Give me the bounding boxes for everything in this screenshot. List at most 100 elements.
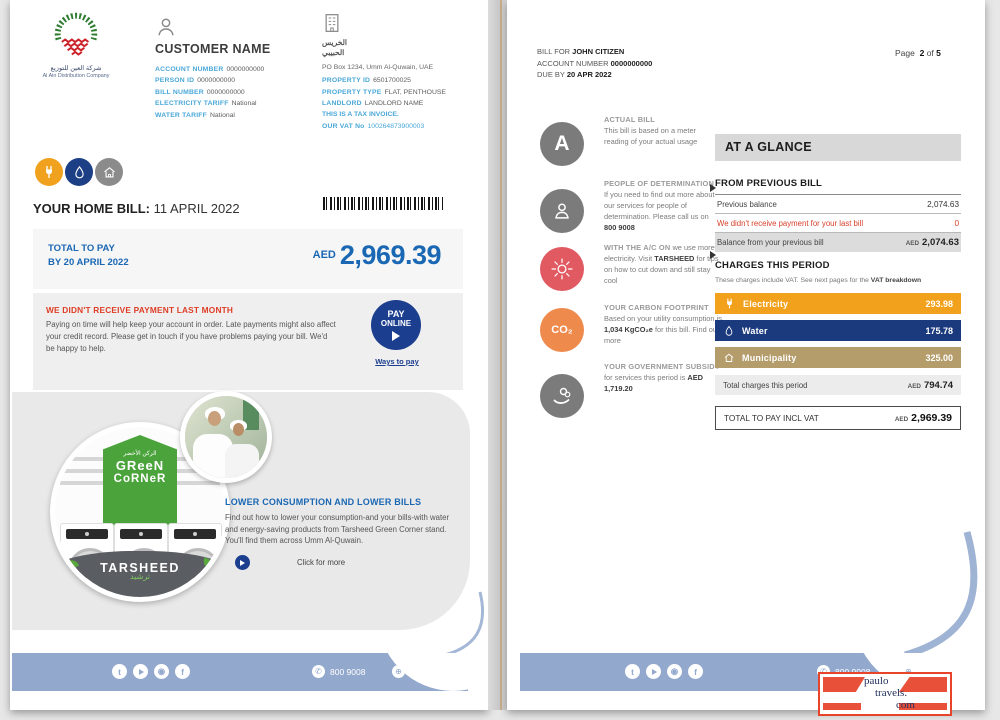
instagram-icon[interactable]: ◉ — [154, 664, 169, 679]
total-charges-row: Total charges this period AED 794.74 — [715, 375, 961, 395]
total-amount: AED 2,969.39 — [312, 240, 442, 270]
account-number: 0000000000 — [610, 58, 653, 68]
facebook-icon[interactable]: f — [175, 664, 190, 679]
pay-online-button[interactable]: PAY ONLINE — [371, 300, 421, 350]
youtube-icon[interactable] — [133, 664, 148, 679]
footer-band: t ◉ f ✆ 800 9008 ⊕ aadc.ae — [12, 653, 468, 691]
electricity-bar: Electricity 293.98 — [715, 293, 961, 314]
promo-title: LOWER CONSUMPTION AND LOWER BILLS — [225, 497, 422, 507]
from-previous-bill-heading: FROM PREVIOUS BILL — [715, 178, 961, 195]
property-field: PROPERTY TYPE FLAT, PENTHOUSE — [322, 88, 446, 96]
total-to-pay-label: TOTAL TO PAY BY 20 APRIL 2022 — [48, 243, 129, 269]
charges-this-period-heading: CHARGES THIS PERIOD — [715, 260, 830, 271]
decorative-swoosh — [904, 531, 978, 659]
play-button[interactable] — [235, 555, 250, 571]
payment-warning-section: WE DIDN'T RECEIVE PAYMENT LAST MONTH Pay… — [33, 293, 463, 390]
green-corner-text: LOWER CONSUMPTION AND LOWER BILLS Find o… — [225, 497, 463, 571]
actual-bill-icon: A — [540, 122, 584, 166]
footer-phone[interactable]: 800 9008 — [330, 666, 366, 677]
sun-icon — [540, 247, 584, 291]
info-item-carbon: YOUR CARBON FOOTPRINT Based on your util… — [604, 303, 722, 346]
twitter-icon[interactable]: t — [625, 664, 640, 679]
municipality-icon — [95, 158, 123, 186]
info-item-determination: PEOPLE OF DETERMINATION If you need to f… — [604, 179, 715, 233]
customer-field: PERSON ID 0000000000 — [155, 77, 236, 85]
bill-header: BILL FOR JOHN CITIZEN ACCOUNT NUMBER 000… — [537, 47, 653, 80]
co2-icon: CO₂ — [540, 308, 584, 352]
watermark-text: com — [896, 699, 915, 711]
customer-field: ELECTRICITY TARIFF National — [155, 100, 257, 108]
barcode — [323, 197, 443, 210]
footer-website[interactable]: aadc.ae — [920, 667, 944, 677]
green-corner-sign: الركن الأخضر GReeN CoRNeR — [103, 435, 177, 531]
customer-name: JOHN CITIZEN — [572, 47, 625, 56]
customer-field: BILL NUMBER 0000000000 — [155, 88, 245, 96]
tax-invoice-note: THIS IS A TAX INVOICE. — [322, 111, 399, 119]
no-payment-row: We didn't receive payment for your last … — [715, 214, 961, 233]
twitter-icon[interactable]: t — [112, 664, 127, 679]
property-field: LANDLORD LANDLORD NAME — [322, 100, 424, 108]
company-name: Al Ain Distribution Company — [42, 73, 110, 79]
electricity-icon — [727, 298, 732, 309]
water-icon — [725, 325, 733, 336]
water-icon — [65, 158, 93, 186]
info-item-ac: WITH THE A/C ON we use more electricity.… — [604, 243, 719, 286]
right-page: BILL FOR JOHN CITIZEN ACCOUNT NUMBER 000… — [507, 0, 985, 710]
play-icon — [392, 331, 400, 341]
company-logo: شركة العين للتوزيع Al Ain Distribution C… — [20, 12, 132, 79]
watermark-text: travels. — [875, 687, 908, 699]
vat-note: These charges include VAT. See next page… — [715, 277, 922, 284]
municipality-icon — [724, 353, 734, 362]
total-to-pay-box: TOTAL TO PAY BY 20 APRIL 2022 AED 2,969.3… — [33, 229, 463, 289]
tarsheed-band: TARSHEED ترشيد — [55, 551, 225, 597]
customer-field: ACCOUNT NUMBER 0000000000 — [155, 66, 265, 73]
payment-warning-title: WE DIDN'T RECEIVE PAYMENT LAST MONTH — [46, 305, 234, 315]
green-corner-section: الركن الأخضر GReeN CoRNeR TARSHEED ترشيد — [12, 391, 470, 630]
building-icon — [325, 14, 339, 32]
tarsheed-logo: TARSHEED — [100, 561, 180, 575]
watermark-text: paulo — [864, 675, 889, 687]
previous-balance-total-row: Balance from your previous bill AED 2,074… — [715, 233, 961, 252]
subsidy-hand-icon — [540, 374, 584, 418]
info-item-subsidy: YOUR GOVERNMENT SUBSIDY for services thi… — [604, 362, 720, 394]
footer-website[interactable]: aadc.ae — [410, 666, 441, 677]
bullet-arrow-icon — [710, 251, 716, 259]
page-number: Page 2 of 5 — [895, 48, 941, 58]
page-spine-line — [500, 0, 502, 710]
customer-field: WATER TARIFF National — [155, 111, 235, 119]
company-logo-icon — [54, 12, 98, 56]
water-bar: Water 175.78 — [715, 320, 961, 341]
page-spine — [488, 0, 507, 710]
instagram-icon[interactable]: ◉ — [667, 664, 682, 679]
customer-name: CUSTOMER NAME — [155, 42, 271, 56]
globe-icon: ⊕ — [392, 665, 405, 678]
customer-section: CUSTOMER NAME ACCOUNT NUMBER 0000000000 P… — [155, 16, 315, 121]
info-item-actual-bill: ACTUAL BILL This bill is based on a mete… — [604, 115, 698, 147]
ways-to-pay-link[interactable]: Ways to pay — [375, 357, 419, 366]
youtube-icon[interactable] — [646, 664, 661, 679]
person-icon — [158, 18, 174, 36]
click-for-more-link[interactable]: Click for more — [297, 558, 346, 568]
footer-phone[interactable]: 800 9008 — [835, 667, 870, 677]
total-to-pay-row: TOTAL TO PAY INCL VAT AED 2,969.39 — [715, 406, 961, 430]
promo-photo — [180, 391, 272, 483]
previous-balance-row: Previous balance 2,074.63 — [715, 195, 961, 214]
at-a-glance-panel: AT A GLANCE FROM PREVIOUS BILL Previous … — [715, 134, 961, 430]
payment-warning-body: Paying on time will help keep your accou… — [46, 320, 336, 354]
property-field: PROPERTY ID 6501700025 — [322, 77, 411, 85]
electricity-icon — [35, 158, 63, 186]
paulo-travels-watermark: paulo travels. com — [818, 672, 952, 716]
bullet-arrow-icon — [710, 184, 716, 192]
people-of-determination-icon — [540, 189, 584, 233]
home-bill-title: YOUR HOME BILL: 11 APRIL 2022 — [33, 201, 240, 216]
property-section: الخريس الحبيبي PO Box 1234, Umm Al-Quwai… — [322, 12, 472, 132]
property-holder-arabic: الخريس الحبيبي — [322, 38, 347, 58]
left-page: شركة العين للتوزيع Al Ain Distribution C… — [10, 0, 488, 710]
facebook-icon[interactable]: f — [688, 664, 703, 679]
tarsheed-logo-arabic: ترشيد — [130, 572, 150, 581]
phone-icon: ✆ — [312, 665, 325, 678]
due-date: 20 APR 2022 — [566, 70, 612, 80]
promo-body: Find out how to lower your consumption-a… — [225, 513, 450, 546]
property-address: PO Box 1234, Umm Al-Quwain, UAE — [322, 64, 434, 72]
